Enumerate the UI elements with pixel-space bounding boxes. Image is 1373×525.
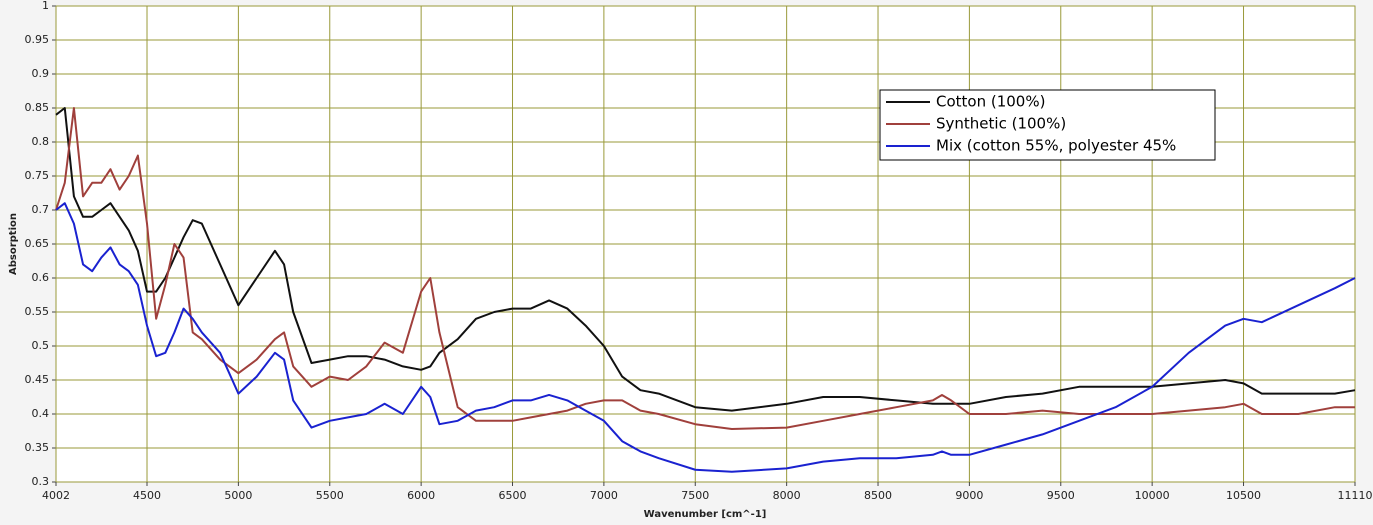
x-tick-label: 4500 xyxy=(133,489,161,502)
x-tick-label: 10000 xyxy=(1135,489,1170,502)
x-tick-label: 6500 xyxy=(499,489,527,502)
y-tick-label: 1 xyxy=(42,0,49,12)
y-tick-label: 0.45 xyxy=(25,373,50,386)
x-tick-label: 6000 xyxy=(407,489,435,502)
x-tick-label: 9000 xyxy=(955,489,983,502)
legend-label: Synthetic (100%) xyxy=(936,115,1066,133)
y-tick-label: 0.8 xyxy=(32,135,50,148)
y-tick-label: 0.4 xyxy=(32,407,50,420)
legend-box xyxy=(879,89,1216,161)
y-tick-label: 0.6 xyxy=(32,271,50,284)
y-tick-label: 0.5 xyxy=(32,339,50,352)
y-tick-label: 0.95 xyxy=(25,33,50,46)
x-tick-label: 7500 xyxy=(681,489,709,502)
series-line xyxy=(55,202,1356,473)
y-tick-label: 0.85 xyxy=(25,101,50,114)
x-tick-label: 8000 xyxy=(773,489,801,502)
series-line xyxy=(55,107,1355,430)
x-tick-label: 7000 xyxy=(590,489,618,502)
x-tick-label: 11110 xyxy=(1338,489,1373,502)
y-tick-label: 0.35 xyxy=(25,441,50,454)
y-tick-label: 0.75 xyxy=(25,169,50,182)
legend-label: Mix (cotton 55%, polyester 45% xyxy=(936,137,1176,155)
x-tick-label: 9500 xyxy=(1047,489,1075,502)
x-tick-label: 5000 xyxy=(224,489,252,502)
series-line xyxy=(55,107,1356,412)
legend-label: Cotton (100%) xyxy=(936,93,1045,111)
y-tick-label: 0.65 xyxy=(25,237,50,250)
y-tick-label: 0.55 xyxy=(25,305,50,318)
y-axis-title: Absorption xyxy=(8,213,19,275)
y-tick-label: 0.9 xyxy=(32,67,50,80)
x-tick-label: 8500 xyxy=(864,489,892,502)
x-axis-title: Wavenumber [cm^-1] xyxy=(644,509,767,520)
x-tick-label: 4002 xyxy=(42,489,70,502)
x-tick-label: 10500 xyxy=(1226,489,1261,502)
y-tick-label: 0.7 xyxy=(32,203,50,216)
y-tick-label: 0.3 xyxy=(32,475,50,488)
x-tick-label: 5500 xyxy=(316,489,344,502)
